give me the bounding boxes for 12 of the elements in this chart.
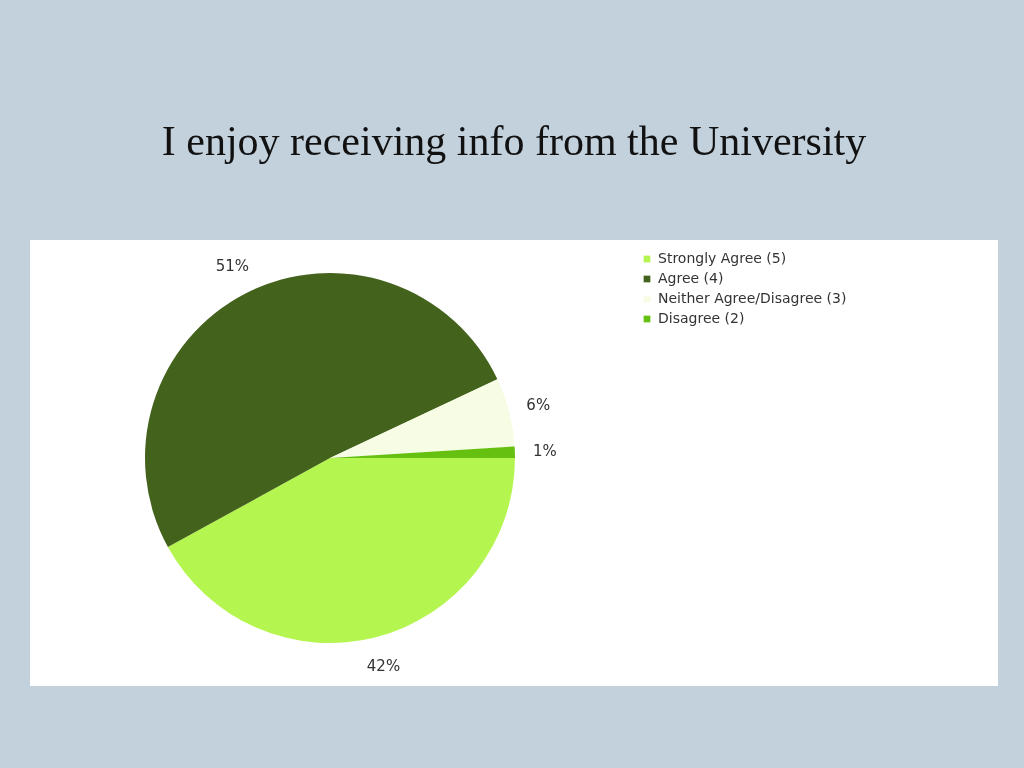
legend-label: Strongly Agree (5) <box>658 250 787 266</box>
pie-slice <box>330 379 515 458</box>
data-label: 51% <box>215 257 250 276</box>
pie-slice <box>167 458 515 643</box>
chart-title: I enjoy receiving info from the University <box>161 118 867 164</box>
data-label: 6% <box>526 395 551 414</box>
data-label: 1% <box>533 442 557 461</box>
legend-label: Neither Agree/Disagree (3) <box>658 290 847 306</box>
legend-label: Disagree (2) <box>658 310 745 326</box>
pie-slice <box>145 273 498 548</box>
legend-label: Agree (4) <box>658 270 724 286</box>
data-label: 42% <box>366 657 401 676</box>
